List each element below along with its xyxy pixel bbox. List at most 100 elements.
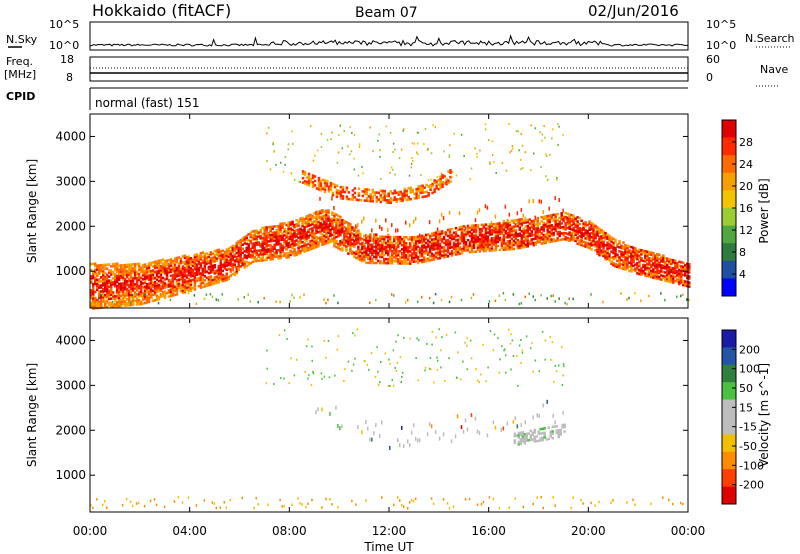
heatmap-cell xyxy=(532,233,536,237)
heatmap-cell xyxy=(668,276,671,279)
heatmap-cell xyxy=(347,226,350,229)
heatmap-cell xyxy=(448,242,452,245)
heatmap-cell xyxy=(504,221,508,225)
heatmap-cell xyxy=(329,238,332,242)
heatmap-cell xyxy=(472,224,476,227)
heatmap-cell xyxy=(165,261,169,264)
heatmap-cell xyxy=(271,227,274,231)
heatmap-cell xyxy=(674,275,677,279)
heatmap-cell xyxy=(361,194,365,198)
heatmap-cell xyxy=(381,243,384,247)
heatmap-cell xyxy=(137,278,141,282)
heatmap-cell xyxy=(598,227,601,231)
heatmap-cell xyxy=(336,161,339,164)
heatmap-cell xyxy=(412,499,415,503)
heatmap-cell xyxy=(301,224,304,228)
heatmap-cell xyxy=(592,241,595,245)
heatmap-cell xyxy=(502,230,506,233)
heatmap-cell xyxy=(600,237,603,240)
heatmap-cell xyxy=(211,278,215,282)
heatmap-cell xyxy=(131,303,135,307)
heatmap-cell xyxy=(349,225,352,228)
heatmap-cell xyxy=(558,232,561,236)
heatmap-cell xyxy=(686,282,689,286)
heatmap-cell xyxy=(101,292,105,295)
heatmap-cell xyxy=(548,236,551,240)
heatmap-cell xyxy=(562,363,565,366)
heatmap-cell xyxy=(636,251,639,255)
heatmap-cell xyxy=(199,276,203,279)
heatmap-cell xyxy=(287,225,290,229)
heatmap-cell xyxy=(223,263,227,266)
heatmap-cell xyxy=(462,360,464,363)
heatmap-cell xyxy=(604,256,607,259)
heatmap-cell xyxy=(590,227,593,231)
heatmap-cell xyxy=(317,407,319,412)
heatmap-cell xyxy=(409,197,412,201)
heatmap-cell xyxy=(441,174,444,177)
heatmap-cell xyxy=(331,191,335,195)
heatmap-cell xyxy=(666,279,669,283)
heatmap-cell xyxy=(357,245,360,249)
heatmap-cell xyxy=(672,277,675,280)
heatmap-cell xyxy=(551,430,554,433)
heatmap-cell xyxy=(277,257,280,260)
heatmap-cell xyxy=(125,289,129,293)
heatmap-cell xyxy=(215,257,219,260)
heatmap-cell xyxy=(227,247,231,250)
heatmap-cell xyxy=(101,300,105,303)
heatmap-cell xyxy=(107,289,111,293)
heatmap-cell xyxy=(179,267,183,271)
heatmap-cell xyxy=(666,259,669,263)
x-tick-label: 12:00 xyxy=(372,524,407,538)
heatmap-cell xyxy=(404,235,408,239)
heatmap-cell xyxy=(225,272,229,276)
heatmap-cell xyxy=(105,299,109,303)
heatmap-cell xyxy=(111,264,115,268)
heatmap-cell xyxy=(448,252,452,256)
heatmap-cell xyxy=(105,279,109,283)
heatmap-cell xyxy=(554,364,556,367)
heatmap-cell xyxy=(390,293,393,296)
heatmap-cell xyxy=(506,223,510,227)
heatmap-cell xyxy=(163,294,167,297)
heatmap-cell xyxy=(163,268,167,271)
heatmap-cell xyxy=(449,175,452,179)
heatmap-cell xyxy=(320,145,323,148)
heatmap-cell xyxy=(462,235,466,238)
heatmap-cell xyxy=(452,231,456,234)
heatmap-cell xyxy=(189,267,193,270)
heatmap-cell xyxy=(155,272,159,275)
heatmap-cell xyxy=(90,291,93,294)
heatmap-cell xyxy=(99,268,103,271)
heatmap-cell xyxy=(522,235,526,239)
heatmap-cell xyxy=(373,193,377,196)
heatmap-cell xyxy=(282,170,285,173)
heatmap-cell xyxy=(410,166,413,169)
heatmap-cell xyxy=(383,192,387,195)
heatmap-cell xyxy=(107,295,111,299)
heatmap-cell xyxy=(237,266,240,270)
heatmap-cell xyxy=(221,263,225,267)
heatmap-cell xyxy=(105,305,109,309)
heatmap-cell xyxy=(612,237,615,241)
heatmap-cell xyxy=(510,219,514,223)
colorbar-tick-label: -100 xyxy=(739,459,764,472)
heatmap-cell xyxy=(319,238,322,241)
heatmap-cell xyxy=(193,276,197,279)
heatmap-cell xyxy=(466,344,468,347)
heatmap-cell xyxy=(540,232,543,235)
heatmap-cell xyxy=(394,237,398,241)
heatmap-cell xyxy=(297,236,300,239)
heatmap-cell xyxy=(678,276,681,280)
heatmap-cell xyxy=(566,226,569,230)
heatmap-cell xyxy=(558,297,560,300)
heatmap-cell xyxy=(582,222,585,225)
heatmap-cell xyxy=(357,255,360,259)
heatmap-cell xyxy=(510,243,514,247)
heatmap-cell xyxy=(500,224,503,229)
heatmap-cell xyxy=(470,236,474,240)
heatmap-cell xyxy=(155,282,159,285)
heatmap-cell xyxy=(111,281,115,284)
